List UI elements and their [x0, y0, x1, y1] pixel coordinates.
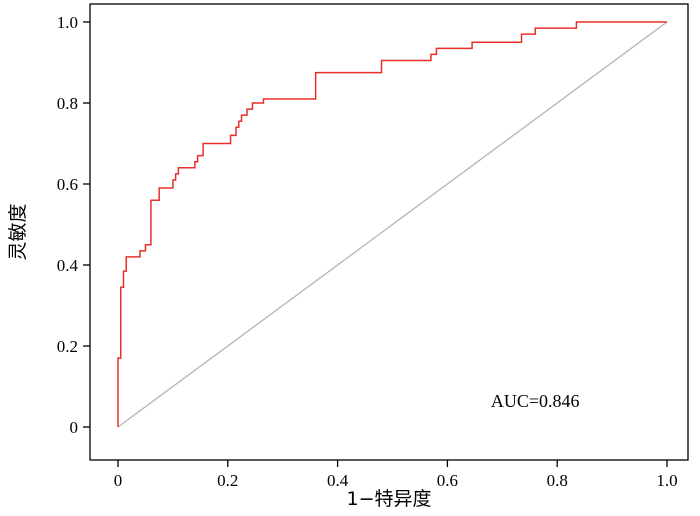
- x-tick-label: 0.2: [217, 471, 238, 490]
- x-tick-label: 0: [114, 471, 123, 490]
- x-tick-label: 0.4: [327, 471, 349, 490]
- y-tick-label: 1.0: [57, 13, 78, 32]
- auc-annotation: AUC=0.846: [491, 391, 580, 411]
- labels: AUC=0.846 1−特异度 灵敏度: [7, 203, 580, 510]
- y-axis-title: 灵敏度: [7, 203, 29, 260]
- x-tick-label: 0.8: [547, 471, 568, 490]
- x-tick-label: 1.0: [656, 471, 677, 490]
- x-tick-label: 0.6: [437, 471, 458, 490]
- plot-frame: [89, 3, 689, 461]
- y-tick-label: 0.8: [57, 94, 78, 113]
- y-tick-label: 0.4: [57, 256, 79, 275]
- x-axis-title: 1−特异度: [346, 488, 431, 510]
- reference-diagonal-line: [117, 21, 668, 428]
- plot-series: [117, 21, 668, 428]
- roc-curve-line: [117, 21, 667, 427]
- y-tick-label: 0.2: [57, 337, 78, 356]
- y-tick-label: 0.6: [57, 175, 78, 194]
- axes: 0 0.2 0.4 0.6 0.8 1.0 0 0.2 0.4 0.6 0.8 1.0: [57, 3, 689, 490]
- y-tick-label: 0: [70, 418, 79, 437]
